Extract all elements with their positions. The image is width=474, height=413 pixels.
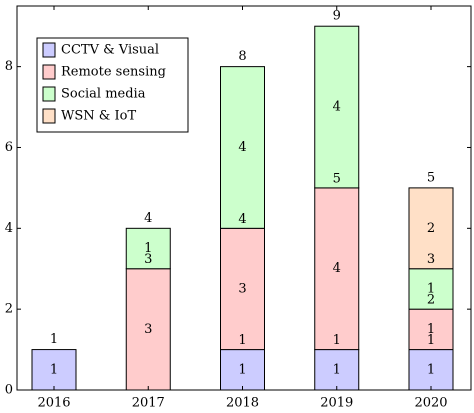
legend-box [36,37,189,133]
segment-label: 3 [238,281,246,296]
x-tick-label: 2020 [414,396,447,411]
legend-label: Social media [61,87,146,102]
segment-label: 3 [144,322,152,337]
total-label: 9 [333,9,341,24]
segment-label: 1 [427,281,435,296]
bar-segment [314,187,360,351]
bar-segment [408,268,454,310]
segment-label: 2 [427,221,435,236]
y-tick-label: 4 [5,221,13,236]
legend-label: CCTV & Visual [61,43,159,58]
boundary-label: 1 [333,333,341,348]
bar-segment [220,66,265,229]
boundary-label: 3 [427,252,435,267]
total-label: 8 [238,49,246,64]
x-tick-label: 2017 [132,396,165,411]
bar-segment [31,349,77,391]
total-label: 4 [144,211,152,226]
segment-label: 1 [50,362,58,377]
legend-swatch [42,64,56,80]
bar-segment [314,349,360,391]
segment-label: 4 [333,261,341,276]
x-tick-label: 2016 [37,396,70,411]
legend-swatch [42,86,56,102]
y-tick-label: 2 [5,302,13,317]
bar-segment [314,25,360,189]
segment-label: 1 [238,362,246,377]
legend-label: Remote sensing [61,65,166,80]
bar-segment [220,227,265,351]
bar-segment [408,308,454,351]
x-tick-label: 2019 [320,396,353,411]
segment-label: 4 [238,140,246,155]
total-label: 1 [50,332,58,347]
segment-label: 1 [427,322,435,337]
bar-segment [220,349,265,391]
boundary-label: 1 [238,333,246,348]
y-tick-label: 8 [5,59,13,74]
segment-label: 1 [427,362,435,377]
bar-segment [408,349,454,391]
bar-segment [125,227,171,270]
boundary-label: 2 [427,293,435,308]
segment-label: 1 [144,241,152,256]
boundary-label: 1 [427,333,435,348]
legend-label: WSN & IoT [61,109,136,124]
total-label: 5 [427,170,435,185]
segment-label: 1 [333,362,341,377]
boundary-label: 4 [238,212,246,227]
legend-swatch [42,42,56,58]
boundary-label: 5 [333,171,341,186]
boundary-label: 3 [144,252,152,267]
bar-segment [408,187,454,270]
legend-swatch [42,108,56,124]
y-tick-label: 6 [5,140,13,155]
y-tick-label: 0 [5,383,13,398]
segment-label: 4 [333,100,341,115]
x-tick-label: 2018 [226,396,259,411]
